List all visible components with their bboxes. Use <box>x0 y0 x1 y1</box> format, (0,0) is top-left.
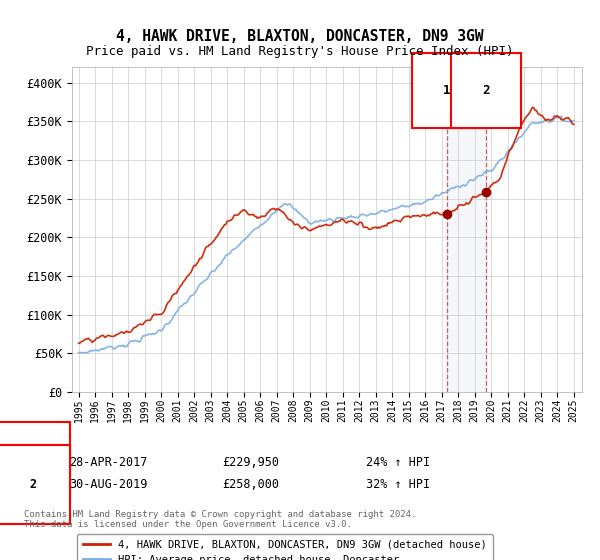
Text: 28-APR-2017: 28-APR-2017 <box>69 455 148 469</box>
Text: 30-AUG-2019: 30-AUG-2019 <box>69 478 148 491</box>
Text: Contains HM Land Registry data © Crown copyright and database right 2024.
This d: Contains HM Land Registry data © Crown c… <box>24 510 416 529</box>
Text: 2: 2 <box>29 478 37 491</box>
Text: £258,000: £258,000 <box>222 478 279 491</box>
Text: 2: 2 <box>482 84 490 97</box>
Text: 24% ↑ HPI: 24% ↑ HPI <box>366 455 430 469</box>
Text: £229,950: £229,950 <box>222 455 279 469</box>
Text: Price paid vs. HM Land Registry's House Price Index (HPI): Price paid vs. HM Land Registry's House … <box>86 45 514 58</box>
Legend: 4, HAWK DRIVE, BLAXTON, DONCASTER, DN9 3GW (detached house), HPI: Average price,: 4, HAWK DRIVE, BLAXTON, DONCASTER, DN9 3… <box>77 534 493 560</box>
Text: 1: 1 <box>443 84 451 97</box>
Text: 1: 1 <box>29 455 37 469</box>
Text: 4, HAWK DRIVE, BLAXTON, DONCASTER, DN9 3GW: 4, HAWK DRIVE, BLAXTON, DONCASTER, DN9 3… <box>116 29 484 44</box>
Text: 32% ↑ HPI: 32% ↑ HPI <box>366 478 430 491</box>
Bar <box>447 67 485 392</box>
